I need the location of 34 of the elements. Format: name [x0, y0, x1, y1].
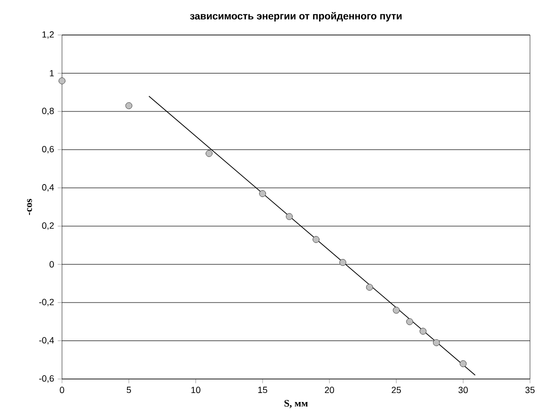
x-tick-label: 15	[258, 386, 268, 394]
point	[206, 150, 213, 157]
y-tick-label: -0,2	[39, 298, 54, 306]
point	[259, 190, 266, 198]
x-tick-label: 25	[392, 386, 401, 394]
y-tick-label: -0,4	[39, 337, 54, 344]
point	[406, 318, 414, 326]
y-axis-title: -cos	[27, 198, 32, 215]
point	[312, 236, 320, 243]
x-tick-label: 30	[458, 386, 468, 394]
x-tick-label: 5	[126, 386, 131, 394]
point	[125, 102, 132, 110]
point	[420, 328, 426, 335]
y-tick-label: 1	[50, 70, 54, 76]
y-tick-label: 1,2	[42, 31, 54, 39]
x-tick-label: 20	[324, 386, 334, 394]
y-tick-label: 0,4	[42, 184, 54, 192]
y-tick-label: 0,8	[42, 108, 54, 116]
point	[460, 360, 467, 368]
x-tick-label: 10	[191, 386, 200, 394]
point	[339, 258, 346, 266]
x-axis-title: S, мм	[284, 400, 308, 408]
point	[286, 213, 293, 220]
x-tick-label: 35	[525, 386, 535, 394]
point	[432, 339, 440, 346]
y-tick-label: 0,2	[42, 222, 54, 230]
chart-title: зависимость энергии от пройденного пути	[190, 12, 402, 22]
point	[58, 77, 66, 84]
x-tick-label: 0	[60, 386, 64, 394]
y-tick-label: 0,6	[42, 146, 54, 154]
y-tick-label: -0,6	[39, 375, 54, 383]
point	[392, 306, 400, 314]
point	[366, 284, 373, 291]
y-tick-label: 0	[50, 261, 54, 268]
